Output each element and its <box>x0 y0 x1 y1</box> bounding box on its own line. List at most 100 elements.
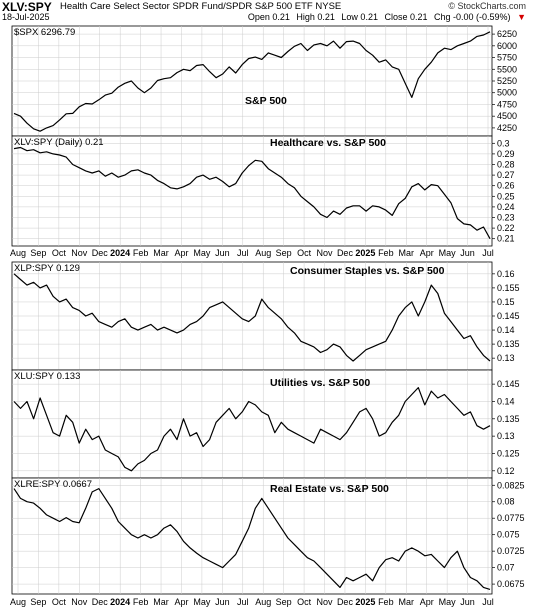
y-tick-label: 5250 <box>497 76 517 86</box>
y-tick-label: 0.0775 <box>497 513 525 523</box>
panel-label-3: XLP:SPY 0.129 <box>14 263 80 274</box>
series-line-1 <box>13 31 491 132</box>
y-tick-label: 0.13 <box>497 353 515 363</box>
y-tick-label: 6000 <box>497 41 517 51</box>
x-tick-label-2: 2025 <box>355 597 375 607</box>
x-tick-label-1: Apr <box>174 248 188 258</box>
x-tick-label-2: Jul <box>482 597 494 607</box>
x-tick-label-1: May <box>193 248 211 258</box>
series-line-5 <box>13 488 491 590</box>
close-value: Close 0.21 <box>384 12 428 22</box>
x-tick-label-2: Mar <box>153 597 169 607</box>
x-tick-label-2: May <box>193 597 211 607</box>
y-tick-label: 0.26 <box>497 181 515 191</box>
x-tick-label-1: Mar <box>399 248 415 258</box>
y-tick-label: 0.24 <box>497 202 515 212</box>
x-tick-label-2: Sep <box>30 597 46 607</box>
change-value: Chg -0.00 (-0.59%) <box>434 12 511 22</box>
y-tick-label: 0.135 <box>497 339 520 349</box>
x-tick-label-1: Dec <box>92 248 109 258</box>
x-tick-label-1: Aug <box>10 248 26 258</box>
x-tick-label-2: Apr <box>174 597 188 607</box>
y-tick-label: 0.14 <box>497 396 515 406</box>
x-tick-label-1: Feb <box>133 248 149 258</box>
y-tick-label: 0.21 <box>497 234 515 244</box>
x-tick-label-2: Aug <box>10 597 26 607</box>
y-tick-label: 0.07 <box>497 563 515 573</box>
x-tick-label-2: Jul <box>237 597 249 607</box>
y-tick-label: 0.25 <box>497 191 515 201</box>
x-tick-label-1: Jul <box>482 248 494 258</box>
y-tick-label: 6250 <box>497 29 517 39</box>
open-value: Open 0.21 <box>247 12 290 22</box>
low-value: Low 0.21 <box>341 12 378 22</box>
x-tick-label-1: 2025 <box>355 248 375 258</box>
x-tick-label-1: Jul <box>237 248 249 258</box>
y-tick-label: 0.0725 <box>497 546 525 556</box>
y-tick-label: 0.22 <box>497 223 515 233</box>
x-tick-label-2: Feb <box>133 597 149 607</box>
y-tick-label: 0.0825 <box>497 480 525 490</box>
y-tick-label: 0.15 <box>497 297 515 307</box>
panel-title-5: Real Estate vs. S&P 500 <box>270 483 389 495</box>
security-name: Health Care Select Sector SPDR Fund/SPDR… <box>60 1 341 12</box>
x-tick-label-2: Apr <box>420 597 434 607</box>
y-tick-label: 0.3 <box>497 138 510 148</box>
x-tick-label-1: Aug <box>255 248 271 258</box>
y-tick-label: 0.08 <box>497 497 515 507</box>
x-tick-label-2: Aug <box>255 597 271 607</box>
y-tick-label: 0.145 <box>497 379 520 389</box>
x-tick-label-2: May <box>439 597 457 607</box>
x-tick-label-1: Mar <box>153 248 169 258</box>
security-name-text: Health Care Select Sector SPDR Fund/SPDR… <box>60 1 313 12</box>
y-tick-label: 0.23 <box>497 213 515 223</box>
x-tick-label-1: Sep <box>276 248 292 258</box>
y-tick-label: 4750 <box>497 99 517 109</box>
chart-date: 18-Jul-2025 <box>2 12 50 22</box>
y-tick-label: 0.27 <box>497 170 515 180</box>
x-tick-label-1: Jun <box>460 248 475 258</box>
y-tick-label: 0.14 <box>497 325 515 335</box>
x-tick-label-1: Sep <box>30 248 46 258</box>
x-tick-label-1: 2024 <box>110 248 130 258</box>
panel-title-4: Utilities vs. S&P 500 <box>270 377 370 389</box>
panel-4-frame <box>11 369 493 479</box>
x-tick-label-2: Jun <box>460 597 475 607</box>
x-tick-label-2: Mar <box>399 597 415 607</box>
y-tick-label: 0.135 <box>497 414 520 424</box>
y-tick-label: 0.28 <box>497 160 515 170</box>
series-line-4 <box>13 387 491 472</box>
x-tick-label-1: Nov <box>317 248 334 258</box>
x-tick-label-2: Dec <box>337 597 354 607</box>
panel-title-1: S&P 500 <box>245 95 287 107</box>
panel-5-frame <box>11 477 493 595</box>
panel-title-2: Healthcare vs. S&P 500 <box>270 137 386 149</box>
panel-label-4: XLU:SPY 0.133 <box>14 371 80 382</box>
exchange-label: NYSE <box>315 1 342 12</box>
y-tick-label: 0.29 <box>497 149 515 159</box>
x-tick-label-1: Oct <box>52 248 67 258</box>
x-tick-label-1: Oct <box>297 248 312 258</box>
y-tick-label: 5000 <box>497 88 517 98</box>
y-tick-label: 0.155 <box>497 283 520 293</box>
x-tick-label-1: Apr <box>420 248 434 258</box>
x-tick-label-2: Oct <box>297 597 312 607</box>
series-line-2 <box>13 146 491 239</box>
y-tick-label: 0.13 <box>497 431 515 441</box>
y-tick-label: 0.075 <box>497 530 520 540</box>
x-tick-label-2: 2024 <box>110 597 130 607</box>
panel-label-2: XLV:SPY (Daily) 0.21 <box>14 137 104 148</box>
panel-label-5: XLRE:SPY 0.0667 <box>14 479 92 490</box>
x-tick-label-2: Nov <box>317 597 334 607</box>
brand-watermark: © StockCharts.com <box>448 1 526 11</box>
series-line-3 <box>13 273 491 362</box>
y-tick-label: 0.0675 <box>497 579 525 589</box>
y-tick-label: 0.12 <box>497 466 515 476</box>
x-tick-label-2: Nov <box>71 597 88 607</box>
x-tick-label-2: Sep <box>276 597 292 607</box>
panel-title-3: Consumer Staples vs. S&P 500 <box>290 265 445 277</box>
x-tick-label-1: Feb <box>378 248 394 258</box>
panel-2-frame <box>11 135 493 247</box>
y-tick-label: 0.125 <box>497 448 520 458</box>
